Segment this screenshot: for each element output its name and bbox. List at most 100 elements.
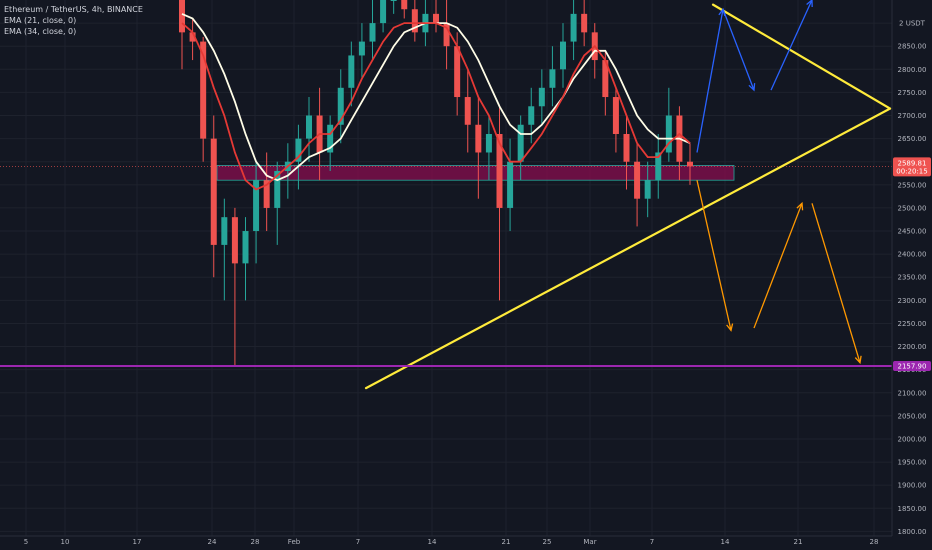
bull-projection-arrow — [696, 9, 724, 153]
price-tick-label: 1850.00 — [898, 505, 927, 513]
time-tick-label: 5 — [24, 538, 28, 546]
candle-body — [189, 32, 196, 42]
candle-body — [464, 97, 471, 125]
bear-projection-arrow-head — [854, 355, 862, 365]
price-tick-label: 2500.00 — [898, 204, 927, 212]
symbol-title[interactable]: Ethereum / TetherUS, 4h, BINANCE — [4, 5, 143, 14]
price-tick-label: 2 USDT — [899, 20, 926, 28]
time-tick-label: 28 — [870, 538, 879, 546]
candle-body — [327, 124, 334, 153]
candle-body — [612, 97, 619, 134]
ema-21-line — [181, 22, 691, 191]
ema-lines — [181, 13, 691, 191]
candle-body — [454, 46, 461, 98]
time-tick-label: Feb — [288, 538, 301, 546]
countdown-text: 00:20:15 — [896, 167, 927, 175]
price-tick-label: 2750.00 — [898, 89, 927, 97]
candle-body — [179, 0, 185, 33]
time-tick-label: 25 — [543, 538, 552, 546]
price-tick-label: 2200.00 — [898, 343, 927, 351]
price-tick-label: 1950.00 — [898, 459, 927, 467]
current-price-tag — [893, 157, 931, 177]
candle-body — [665, 115, 672, 153]
candle-body — [538, 87, 545, 107]
time-tick-label: 24 — [208, 538, 217, 546]
bear-projection-arrow — [811, 203, 861, 363]
time-tick-label: 7 — [356, 538, 360, 546]
candle-body — [655, 152, 662, 181]
time-tick-label: 10 — [61, 538, 70, 546]
candle-body — [623, 134, 630, 162]
bull-projection-arrow-head — [748, 83, 756, 92]
candle-body — [274, 170, 281, 208]
time-tick-label: 7 — [650, 538, 654, 546]
price-axis[interactable]: 1800.00 1850.00 1900.00 1950.00 2000.00 2050.… — [891, 0, 932, 550]
time-tick-label: 14 — [428, 538, 437, 546]
ema-21-legend[interactable]: EMA (21, close, 0) — [4, 16, 77, 25]
time-tick-label: 21 — [502, 538, 511, 546]
candle-body — [401, 0, 408, 10]
current-price-text: 2589.81 — [898, 159, 927, 167]
candle-body — [210, 138, 217, 245]
candle-body — [369, 23, 376, 42]
candle-body — [644, 180, 651, 199]
price-tick-label: 2250.00 — [898, 320, 927, 328]
candle-body — [560, 41, 566, 70]
candle-body — [433, 13, 439, 24]
candle-body — [634, 161, 641, 199]
price-tick-label: 2000.00 — [898, 435, 927, 443]
candle-body — [231, 217, 238, 264]
price-tick-label: 2050.00 — [898, 412, 927, 420]
candle-body — [443, 23, 450, 47]
candle-body — [602, 60, 609, 98]
candle-body — [528, 106, 535, 125]
candle-body — [390, 0, 397, 1]
time-tick-label: Mar — [583, 538, 596, 546]
candle-body — [581, 13, 588, 33]
candle-body — [242, 231, 249, 264]
price-tick-label: 1900.00 — [898, 482, 927, 490]
bull-projection-arrow — [722, 9, 755, 91]
bear-projection-arrow — [753, 203, 803, 329]
drawings[interactable] — [0, 0, 892, 390]
candle-body — [306, 115, 312, 139]
ema-34-legend[interactable]: EMA (34, close, 0) — [4, 27, 77, 36]
time-axis[interactable]: 5 10 17 24 28 Feb 7 14 21 25 Mar 7 14 21 28 — [0, 535, 892, 546]
lower-trendline — [364, 107, 892, 390]
candle-body — [358, 41, 365, 56]
candle-body — [687, 161, 693, 167]
candle-body — [485, 134, 492, 153]
candle-body — [253, 180, 260, 232]
candle-body — [411, 9, 418, 33]
candle-body — [380, 0, 387, 24]
resistance-zone — [0, 165, 892, 181]
price-tick-label: 2300.00 — [898, 297, 927, 305]
price-tick-label: 2700.00 — [898, 112, 927, 120]
candle-body — [475, 124, 482, 153]
price-tick-label: 2800.00 — [898, 66, 927, 74]
time-tick-label: 28 — [251, 538, 260, 546]
bull-projection-arrow — [770, 0, 813, 91]
candle-body — [221, 217, 228, 245]
bull-projection-arrow-head — [806, 0, 813, 8]
price-tick-label: 2850.00 — [898, 43, 927, 51]
candle-body — [517, 124, 524, 162]
price-axis-bg — [892, 0, 932, 550]
bear-projection-arrow-head — [726, 323, 734, 332]
price-tick-label: 2100.00 — [898, 389, 927, 397]
resistance-zone-box — [216, 165, 735, 181]
price-tick-label: 2350.00 — [898, 274, 927, 282]
candle-body — [570, 13, 577, 42]
price-tick-label: 2650.00 — [898, 135, 927, 143]
candle-body — [507, 161, 514, 208]
candle-body — [200, 41, 207, 139]
price-tick-label: 1800.00 — [898, 528, 927, 536]
price-tick-label: 2550.00 — [898, 181, 927, 189]
time-tick-label: 21 — [794, 538, 803, 546]
candle-body — [337, 87, 344, 125]
upper-trendline — [711, 3, 892, 110]
target-price-tag — [893, 361, 931, 372]
chart-legend: Ethereum / TetherUS, 4h, BINANCE EMA (21… — [4, 4, 143, 37]
